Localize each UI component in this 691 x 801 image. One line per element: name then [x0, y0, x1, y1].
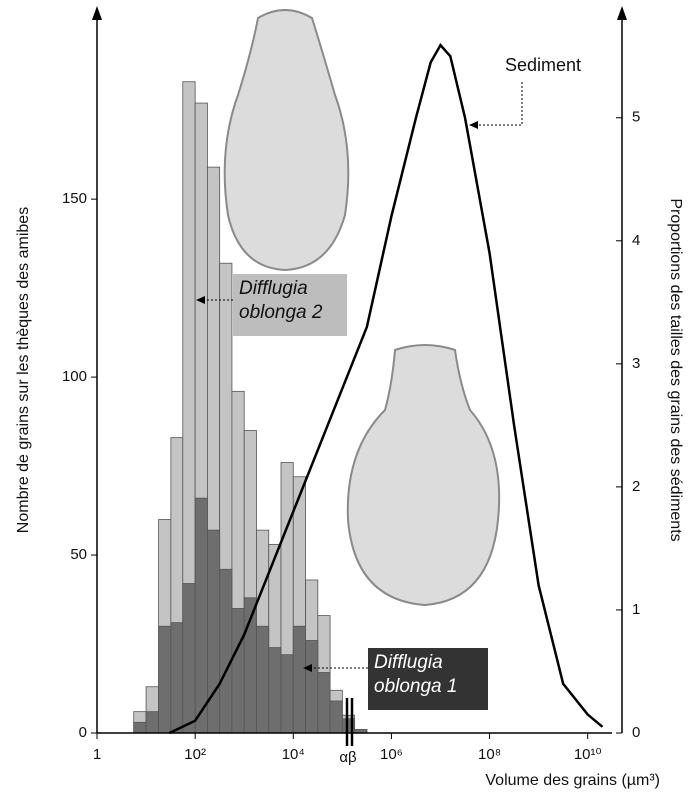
arrowhead	[469, 121, 478, 129]
histogram-bar	[170, 622, 184, 734]
histogram-bar	[317, 672, 331, 734]
histogram-bar	[158, 625, 172, 734]
y2-tick-label: 2	[632, 478, 640, 495]
y2-tick-label: 3	[632, 355, 640, 372]
line	[168, 43, 604, 735]
histogram-bar	[268, 647, 282, 734]
arrowhead	[303, 664, 312, 672]
y2-tick-label: 0	[632, 724, 640, 741]
histogram-bar	[219, 568, 233, 734]
amoeba-image	[346, 344, 501, 607]
arrowhead	[196, 296, 205, 304]
annotation: αβ	[339, 749, 357, 766]
histogram-bar	[145, 711, 159, 734]
y2-tick-label: 4	[632, 232, 640, 249]
leader	[478, 82, 523, 126]
axis-arrow	[92, 6, 102, 20]
y2-tick-label: 5	[632, 109, 640, 126]
histogram-bar	[194, 497, 208, 734]
x-axis-label: Volume des grains (µm³)	[485, 772, 660, 789]
histogram-bar	[133, 721, 147, 734]
histogram-bar	[305, 640, 319, 734]
y-tick-label: 50	[70, 546, 87, 563]
x-tick-label: 10⁴	[282, 746, 305, 763]
histogram-bar	[256, 625, 270, 734]
histogram-bar	[231, 608, 245, 734]
x-tick-label: 1	[93, 746, 101, 763]
x-tick-label: 10²	[184, 746, 206, 763]
axis-arrow	[617, 6, 627, 20]
histogram-bar	[280, 654, 294, 734]
histogram-bar	[182, 583, 196, 734]
series-label: Difflugia oblonga 2	[233, 274, 347, 336]
x-tick-label: 10⁸	[478, 746, 501, 763]
y-tick-label: 150	[62, 190, 87, 207]
series-label: Difflugia oblonga 1	[368, 648, 488, 710]
y2-tick-label: 1	[632, 601, 640, 618]
amoeba-image	[223, 9, 350, 272]
x-tick-label: 10⁶	[380, 746, 403, 763]
y-tick-label: 0	[79, 724, 87, 741]
histogram-bar	[329, 700, 343, 734]
histogram-bar	[292, 625, 306, 734]
y-axis-label: Nombre de grains sur les thèques des ami…	[15, 207, 32, 533]
histogram-bar	[207, 529, 221, 734]
series-label: Sediment	[505, 55, 581, 75]
x-tick-label: 10¹⁰	[574, 746, 602, 763]
y-tick-label: 100	[62, 368, 87, 385]
y2-axis-label: Proportions des tailles des grains des s…	[667, 198, 684, 541]
